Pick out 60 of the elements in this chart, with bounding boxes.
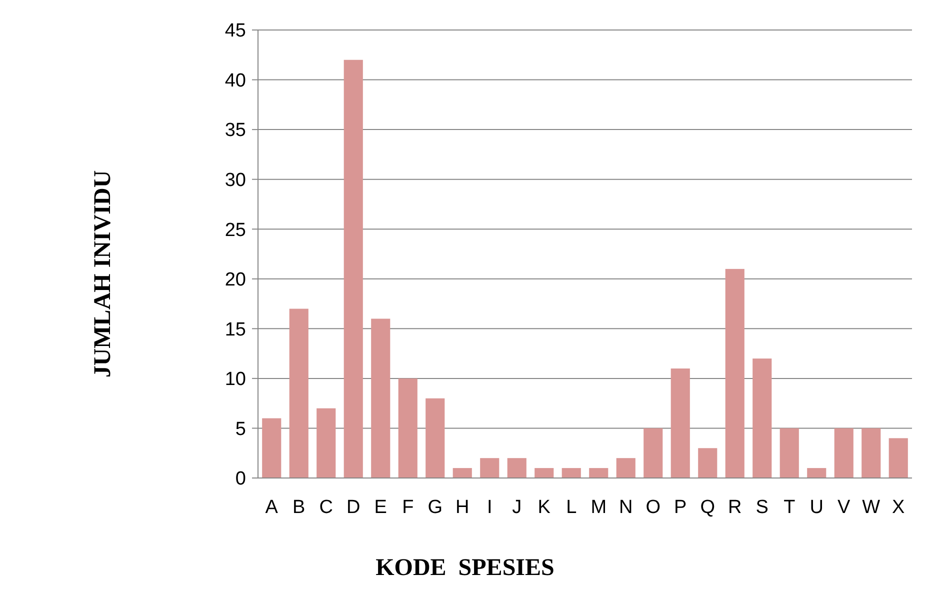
bar	[780, 428, 799, 478]
x-tick-label: P	[674, 497, 687, 518]
y-tick-label: 5	[235, 418, 246, 440]
x-tick-label: O	[646, 497, 661, 518]
x-tick-label: X	[892, 497, 906, 518]
x-tick-label: K	[538, 497, 551, 518]
y-tick-label: 0	[235, 468, 246, 490]
y-tick-label: 40	[224, 70, 246, 92]
bar	[562, 468, 581, 478]
x-tick-label: W	[862, 497, 880, 518]
x-tick-label: F	[402, 497, 414, 518]
x-tick-label: D	[346, 497, 360, 518]
y-tick-label: 10	[224, 369, 246, 390]
y-tick-label: 15	[224, 319, 246, 340]
bar	[534, 468, 554, 478]
bar	[289, 308, 308, 478]
x-tick-label: N	[619, 497, 633, 518]
bar	[344, 60, 363, 478]
bar	[670, 368, 690, 478]
y-tick-label: 20	[224, 270, 246, 291]
y-tick-label: 35	[224, 120, 246, 142]
x-tick-label: L	[566, 497, 577, 518]
bar	[834, 428, 854, 478]
bar	[644, 428, 663, 478]
x-tick-label: H	[456, 497, 470, 518]
bar	[316, 408, 336, 478]
bar	[862, 428, 881, 478]
bar	[698, 448, 718, 478]
x-tick-label: V	[838, 497, 851, 518]
bar	[398, 378, 418, 478]
bar	[616, 458, 636, 478]
x-tick-label: J	[512, 497, 522, 518]
x-tick-label: C	[319, 497, 333, 518]
bar	[426, 398, 445, 478]
bar	[371, 318, 390, 478]
x-tick-label: U	[810, 497, 824, 518]
bar	[507, 458, 526, 478]
bar	[807, 468, 826, 478]
x-tick-label: A	[265, 497, 278, 518]
bar	[262, 418, 282, 478]
x-tick-label: T	[784, 497, 796, 518]
bar	[725, 268, 744, 478]
y-axis-title: JUMLAH INIVIDU	[90, 170, 116, 378]
bar	[480, 458, 500, 478]
y-tick-label: 45	[224, 20, 246, 42]
x-tick-label: I	[486, 497, 492, 518]
bar	[589, 468, 608, 478]
x-axis-title: KODE SPESIES	[376, 555, 554, 581]
x-tick-label: E	[374, 497, 387, 518]
y-tick-label: 25	[224, 220, 246, 241]
y-tick-label: 30	[224, 170, 246, 191]
x-tick-label: M	[590, 497, 607, 518]
x-tick-label: Q	[700, 497, 716, 518]
x-tick-label: S	[756, 497, 768, 518]
bar	[452, 468, 472, 478]
bar	[888, 438, 908, 478]
bar	[752, 358, 772, 478]
x-tick-label: B	[292, 497, 306, 518]
x-tick-label: R	[728, 497, 742, 518]
x-tick-label: G	[428, 497, 443, 518]
